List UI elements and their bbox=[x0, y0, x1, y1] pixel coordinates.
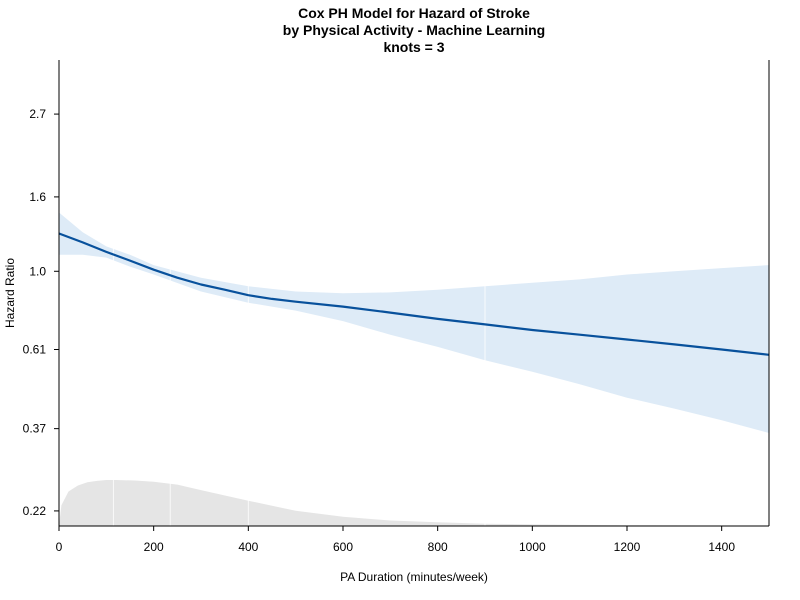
y-tick-label: 0.61 bbox=[23, 343, 47, 357]
density-layer bbox=[59, 480, 769, 526]
y-tick-label: 2.7 bbox=[29, 107, 46, 121]
hazard-ratio-line bbox=[58, 232, 770, 356]
chart-title-line-3: knots = 3 bbox=[383, 39, 445, 55]
estimate-layer bbox=[58, 232, 770, 356]
x-tick-label: 1000 bbox=[519, 540, 546, 554]
chart-title: Cox PH Model for Hazard of Stroke by Phy… bbox=[0, 5, 800, 56]
y-tick-label: 1.0 bbox=[29, 264, 46, 278]
confidence-band-layer bbox=[59, 60, 769, 526]
x-tick-label: 800 bbox=[428, 540, 448, 554]
x-tick-label: 200 bbox=[144, 540, 164, 554]
x-tick-label: 0 bbox=[56, 540, 63, 554]
density-area bbox=[59, 480, 769, 526]
y-axis-label: Hazard Ratio bbox=[3, 258, 17, 328]
x-tick-label: 400 bbox=[238, 540, 258, 554]
confidence-band bbox=[59, 212, 769, 433]
x-tick-label: 1400 bbox=[708, 540, 735, 554]
chart-title-line-1: Cox PH Model for Hazard of Stroke bbox=[298, 5, 530, 21]
x-axis-label: PA Duration (minutes/week) bbox=[340, 570, 488, 584]
axes-layer: 0 200 400 600 800 1000 1200 1400 0.22 0.37 0.61 1.0… bbox=[23, 60, 770, 554]
chart-title-line-2: by Physical Activity - Machine Learning bbox=[282, 22, 546, 38]
y-tick-label: 0.37 bbox=[23, 422, 47, 436]
y-tick-label: 0.22 bbox=[23, 504, 47, 518]
x-tick-label: 600 bbox=[333, 540, 353, 554]
x-tick-label: 1200 bbox=[614, 540, 641, 554]
y-tick-label: 1.6 bbox=[29, 190, 46, 204]
